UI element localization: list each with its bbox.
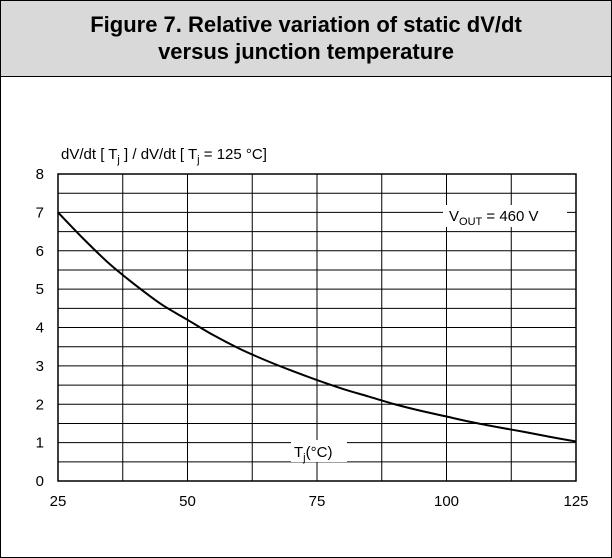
series-line: [57, 211, 577, 443]
x-tick-label: 25: [50, 493, 67, 510]
grid: [58, 174, 576, 481]
y-tick-label: 8: [36, 166, 44, 183]
x-tick-label: 50: [179, 493, 196, 510]
x-label-background: [291, 440, 347, 462]
x-axis-label: Tj(°C): [294, 444, 332, 464]
y-tick-label: 0: [36, 473, 44, 490]
x-tick-label: 100: [434, 493, 459, 510]
y-tick-label: 6: [36, 243, 44, 260]
x-tick-label: 75: [309, 493, 326, 510]
y-tick-label: 1: [36, 435, 44, 452]
y-tick-label: 4: [36, 320, 44, 337]
y-tick-label: 5: [36, 281, 44, 298]
annotation-background: [443, 205, 567, 227]
tick-labels: 0 1 2 3 4 5 6 7 8 25 50 75 100 125: [36, 166, 589, 510]
figure-title-line-2: versus junction temperature: [158, 39, 454, 64]
y-axis-label: dV/dt [ Tj ] / dV/dt [ Tj = 125 °C]: [61, 146, 267, 166]
y-tick-label: 3: [36, 358, 44, 375]
plot-frame: [57, 173, 577, 482]
series: [57, 211, 577, 443]
x-tick-label: 125: [563, 493, 588, 510]
y-tick-label: 2: [36, 396, 44, 413]
vout-annotation: VOUT = 460 V: [449, 208, 539, 228]
figure-title: Figure 7. Relative variation of static d…: [1, 1, 611, 77]
figure-title-line-1: Figure 7. Relative variation of static d…: [90, 12, 522, 37]
y-tick-label: 7: [36, 204, 44, 221]
